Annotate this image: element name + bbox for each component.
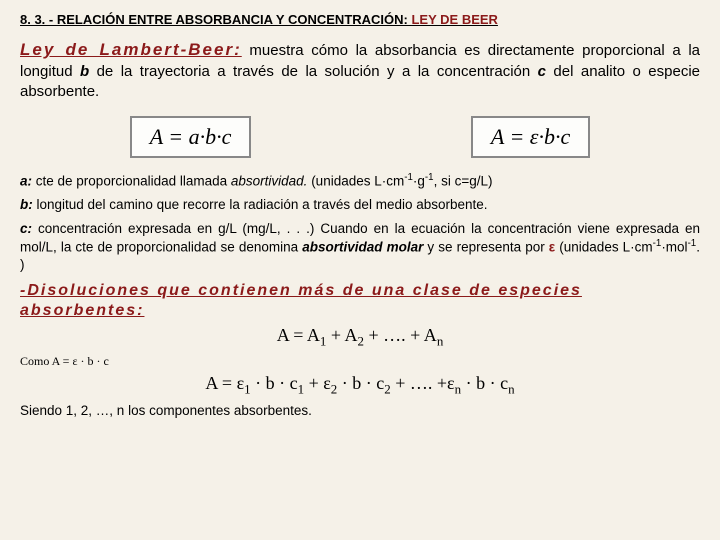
law-body-mid: de la trayectoria a través de la solució… xyxy=(89,63,538,80)
def-c-ital: absortividad molar xyxy=(302,239,423,254)
eq1-p2: + …. + A xyxy=(364,325,437,345)
eq2-p2: + ε xyxy=(304,373,331,393)
eq2-snb: n xyxy=(508,381,514,396)
equation-sum: A = A1 + A2 + …. + An xyxy=(20,325,700,350)
def-a-mid: ·g xyxy=(413,174,425,189)
eq2-lhs: A = ε xyxy=(205,373,244,393)
var-c: c xyxy=(538,63,546,80)
def-a-post: (unidades L·cm xyxy=(307,174,404,189)
formula-2: A = ε·b·c xyxy=(471,116,590,158)
def-c-sup1: -1 xyxy=(653,238,662,249)
def-c-post: (unidades L·cm xyxy=(555,239,652,254)
disoluciones-header: -Disoluciones que contienen más de una c… xyxy=(20,281,700,321)
def-c-dot: ·mol xyxy=(661,239,687,254)
def-c-mid: y se representa por xyxy=(423,239,548,254)
formula-1: A = a·b·c xyxy=(130,116,252,158)
closing-line: Siendo 1, 2, …, n los componentes absorb… xyxy=(20,403,700,418)
eq2-p4: + …. +ε xyxy=(391,373,455,393)
eq2-p3: · b · c xyxy=(337,373,384,393)
def-c-label: c: xyxy=(20,221,32,236)
equation-expanded: A = ε1 · b · c1 + ε2 · b · c2 + …. +εn ·… xyxy=(20,373,700,398)
def-a-pre: cte de proporcionalidad llamada xyxy=(32,174,231,189)
var-b: b xyxy=(80,63,89,80)
eq2-p1: · b · c xyxy=(251,373,298,393)
def-a-ital: absortividad. xyxy=(231,174,308,189)
def-b: b: longitud del camino que recorre la ra… xyxy=(20,196,700,214)
def-a-sup2: -1 xyxy=(425,172,434,183)
eq1-sn: n xyxy=(437,334,443,349)
como-note: Como A = ε · b · c xyxy=(20,354,700,369)
def-a: a: cte de proporcionalidad llamada absor… xyxy=(20,172,700,190)
def-a-sup1: -1 xyxy=(404,172,413,183)
formula-row: A = a·b·c A = ε·b·c xyxy=(20,116,700,158)
def-a-label: a: xyxy=(20,174,32,189)
def-b-label: b: xyxy=(20,197,33,212)
eq2-p5: · b · c xyxy=(461,373,508,393)
header-accent: LEY DE BEER xyxy=(411,12,497,27)
section-header: 8. 3. - RELACIÓN ENTRE ABSORBANCIA Y CON… xyxy=(20,12,700,27)
eq1-lhs: A = A xyxy=(277,325,320,345)
dis-line1: -Disoluciones que contienen más de una c… xyxy=(20,282,582,299)
law-title: Ley de Lambert-Beer: xyxy=(20,40,242,59)
header-prefix: 8. 3. - RELACIÓN ENTRE ABSORBANCIA Y CON… xyxy=(20,12,411,27)
def-c: c: concentración expresada en g/L (mg/L,… xyxy=(20,220,700,273)
eq1-p1: + A xyxy=(326,325,357,345)
dis-line2: absorbentes: xyxy=(20,302,144,319)
def-a-tail: , si c=g/L) xyxy=(434,174,493,189)
def-b-text: longitud del camino que recorre la radia… xyxy=(33,197,488,212)
def-c-sup2: -1 xyxy=(688,238,697,249)
law-paragraph: Ley de Lambert-Beer: muestra cómo la abs… xyxy=(20,39,700,102)
